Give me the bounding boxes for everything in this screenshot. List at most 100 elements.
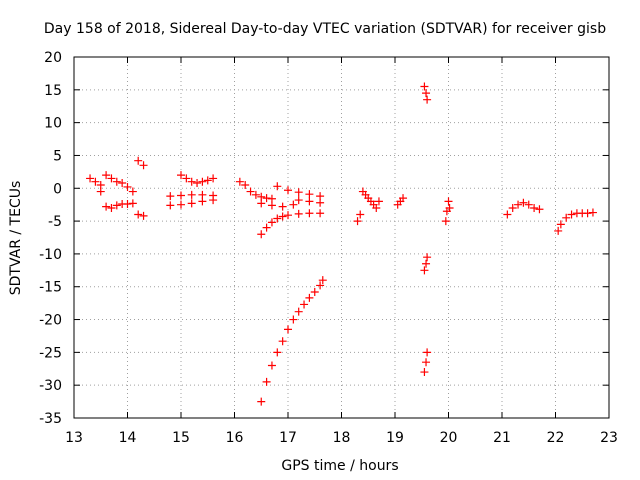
marks-layer (86, 82, 597, 406)
y-tick-label: 10 (44, 116, 62, 132)
data-point (102, 171, 111, 180)
data-point (420, 368, 429, 377)
data-point (316, 198, 325, 207)
data-point (318, 276, 327, 285)
data-point (177, 200, 185, 209)
data-point (423, 253, 432, 262)
data-point (374, 197, 383, 206)
data-point (187, 199, 196, 208)
x-tick-label: 23 (600, 430, 618, 446)
data-point (112, 177, 121, 186)
data-point (399, 194, 408, 203)
data-point (567, 210, 576, 219)
data-point (278, 212, 287, 221)
data-point (273, 214, 282, 223)
data-point (193, 179, 202, 188)
y-tick-label: 15 (44, 83, 62, 99)
data-point (422, 259, 431, 268)
data-point (294, 307, 303, 316)
data-point (289, 200, 298, 209)
y-tick-label: -25 (39, 345, 62, 361)
y-tick-label: -20 (39, 313, 62, 329)
data-point (444, 197, 453, 206)
data-point (316, 281, 325, 290)
y-tick-label: -10 (39, 247, 62, 263)
y-tick-label: -15 (39, 280, 62, 296)
series-arc-20 (441, 197, 454, 226)
data-point (316, 209, 325, 218)
data-point (262, 377, 271, 386)
y-tick-label: 5 (53, 148, 62, 164)
data-point (289, 315, 298, 324)
data-point (273, 182, 282, 191)
data-point (524, 200, 533, 209)
series-arc-13-high (86, 156, 148, 196)
data-point (267, 218, 276, 227)
data-point (235, 177, 244, 186)
data-point (203, 176, 212, 185)
data-point (420, 266, 429, 275)
x-tick-label: 22 (547, 430, 565, 446)
x-tick-label: 16 (226, 430, 244, 446)
data-point (257, 397, 266, 406)
data-point (305, 293, 314, 302)
data-point (284, 325, 292, 334)
data-point (535, 205, 544, 214)
data-point (310, 287, 319, 296)
data-point (422, 89, 431, 98)
series-arc-16-high (235, 177, 276, 203)
series-arc-19 (393, 194, 408, 209)
y-tick-label: -5 (48, 214, 62, 230)
data-point (182, 174, 191, 183)
data-point (284, 211, 292, 220)
series-arc-19-6-top (420, 82, 432, 104)
data-point (508, 203, 517, 212)
data-point (198, 197, 207, 206)
y-tick-label: -35 (39, 411, 62, 427)
data-point (86, 174, 95, 183)
series-arc-15-low (166, 196, 218, 210)
data-point (91, 177, 100, 186)
series-arc-deep (257, 276, 327, 406)
data-point (134, 210, 143, 219)
data-point (267, 201, 276, 210)
y-tick-label: -30 (39, 378, 62, 394)
data-point (556, 220, 565, 229)
series-arc-19-6-low (420, 348, 432, 377)
data-point (139, 161, 148, 170)
data-point (356, 210, 365, 219)
data-point (257, 230, 266, 239)
data-point (166, 201, 175, 210)
series-arc-16-mid (257, 199, 298, 211)
data-point (96, 187, 105, 196)
data-point (305, 197, 314, 206)
data-point (241, 180, 250, 189)
data-point (300, 300, 309, 309)
grid-layer (74, 57, 609, 418)
data-point (445, 203, 454, 212)
data-point (123, 200, 132, 209)
x-tick-label: 19 (386, 430, 404, 446)
tick-layer: 13 14 15 16 17 18 19 20 21 22 23 20 15 10 5 0 -5 -10 -15 -2… (39, 50, 618, 446)
data-point (441, 217, 450, 226)
data-point (423, 95, 432, 104)
x-tick-label: 14 (119, 430, 137, 446)
data-point (134, 156, 143, 165)
data-point (294, 196, 303, 205)
data-point (251, 190, 260, 199)
x-tick-label: 15 (172, 430, 190, 446)
data-point (588, 208, 597, 217)
x-axis-title: GPS time / hours (281, 458, 398, 474)
data-point (514, 200, 523, 209)
data-point (519, 198, 528, 207)
data-point (278, 202, 287, 211)
data-point (139, 211, 148, 220)
data-point (423, 348, 432, 357)
data-point (422, 358, 431, 367)
y-tick-label: 20 (44, 50, 62, 66)
data-point (209, 196, 218, 205)
data-point (118, 179, 127, 188)
series-arc-13-low (96, 187, 148, 220)
